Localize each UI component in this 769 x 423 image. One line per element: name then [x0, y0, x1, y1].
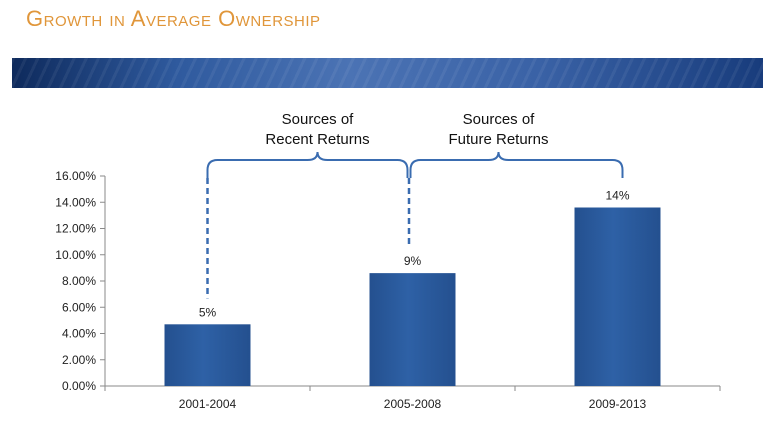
banner-texture: [12, 58, 763, 88]
annotation-brackets: Sources of Recent Returns Sources of Future…: [206, 111, 624, 299]
bars: 5% 9% 14%: [164, 189, 661, 386]
bracket-label-line1: Sources of: [463, 111, 536, 128]
y-tick-label: 6.00%: [62, 300, 96, 314]
y-tick-label: 14.00%: [55, 195, 96, 209]
y-tick-label: 10.00%: [55, 248, 96, 262]
data-label: 5%: [199, 305, 217, 319]
bar-2001-2004: [164, 324, 251, 386]
data-label: 14%: [605, 189, 629, 203]
y-tick-label: 4.00%: [62, 327, 96, 341]
data-label: 9%: [404, 254, 422, 268]
y-tick-label: 8.00%: [62, 274, 96, 288]
bar-2009-2013: [574, 207, 661, 386]
bracket-label-line2: Future Returns: [448, 131, 548, 148]
x-tick-label: 2005-2008: [384, 397, 442, 411]
x-axis: 2001-2004 2005-2008 2009-2013: [104, 385, 721, 411]
header-banner: [12, 58, 763, 88]
y-tick-label: 2.00%: [62, 353, 96, 367]
y-tick-label: 0.00%: [62, 379, 96, 393]
bracket-label-line2: Recent Returns: [265, 131, 369, 148]
x-tick-label: 2009-2013: [589, 397, 647, 411]
x-tick-label: 2001-2004: [179, 397, 237, 411]
bar-2005-2008: [369, 273, 456, 386]
bracket-future-returns: [409, 151, 624, 178]
bracket-label-line1: Sources of: [282, 111, 355, 128]
y-tick-label: 12.00%: [55, 222, 96, 236]
bracket-recent-returns: [206, 151, 409, 178]
y-tick-label: 16.00%: [55, 169, 96, 183]
page-title: Growth in Average Ownership: [26, 6, 321, 31]
y-axis: 0.00% 2.00% 4.00% 6.00% 8.00% 10.00% 12.00% 14.…: [55, 169, 106, 393]
